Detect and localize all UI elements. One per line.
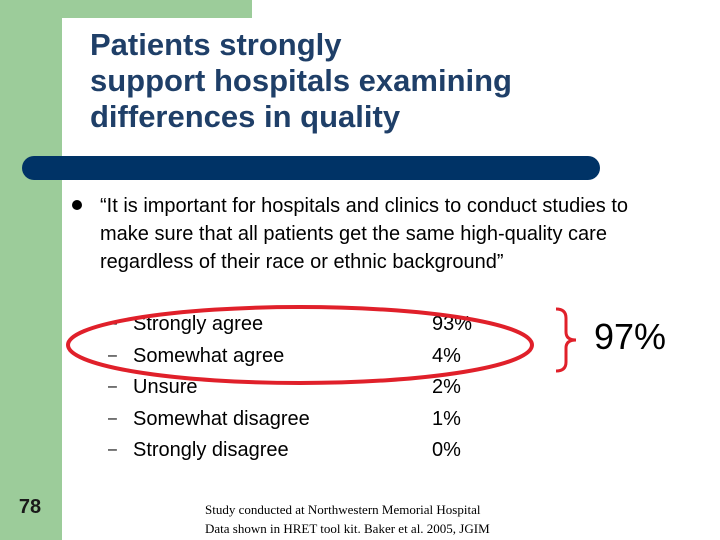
- response-row: – Strongly disagree 0%: [0, 434, 520, 466]
- right-brace-icon: [555, 307, 577, 373]
- slide-title: Patients strongly support hospitals exam…: [90, 27, 512, 134]
- footnote-line: Data shown in HRET tool kit. Baker et al…: [205, 521, 490, 536]
- response-label: Somewhat agree: [133, 345, 285, 367]
- footnote-line: Study conducted at Northwestern Memorial…: [205, 502, 481, 517]
- response-row: – Somewhat disagree 1%: [0, 403, 520, 435]
- title-area: [62, 18, 612, 160]
- bullet-dot-icon: [72, 200, 82, 210]
- left-decor-band: [0, 0, 62, 540]
- title-underline-bar: [22, 156, 600, 180]
- combined-agree-callout: 97%: [594, 316, 667, 357]
- response-row: – Somewhat agree 4%: [0, 340, 520, 372]
- response-percent: 0%: [432, 439, 461, 461]
- response-percent: 4%: [432, 345, 461, 367]
- survey-question: “It is important for hospitals and clini…: [100, 195, 629, 273]
- response-label: Strongly agree: [133, 313, 264, 335]
- response-row: – Unsure 2%: [0, 371, 520, 403]
- source-footnote: Study conducted at Northwestern Memorial…: [205, 500, 625, 538]
- response-percent: 2%: [432, 376, 461, 398]
- dash-icon: –: [108, 378, 117, 395]
- dash-icon: –: [108, 410, 117, 427]
- dash-icon: –: [108, 441, 117, 458]
- response-label: Strongly disagree: [133, 439, 289, 461]
- slide-number: 78: [18, 496, 42, 518]
- response-label: Unsure: [133, 376, 198, 398]
- dash-icon: –: [108, 347, 117, 364]
- highlight-ellipse: [66, 305, 534, 385]
- response-label: Somewhat disagree: [133, 408, 310, 430]
- response-percent: 1%: [432, 408, 461, 430]
